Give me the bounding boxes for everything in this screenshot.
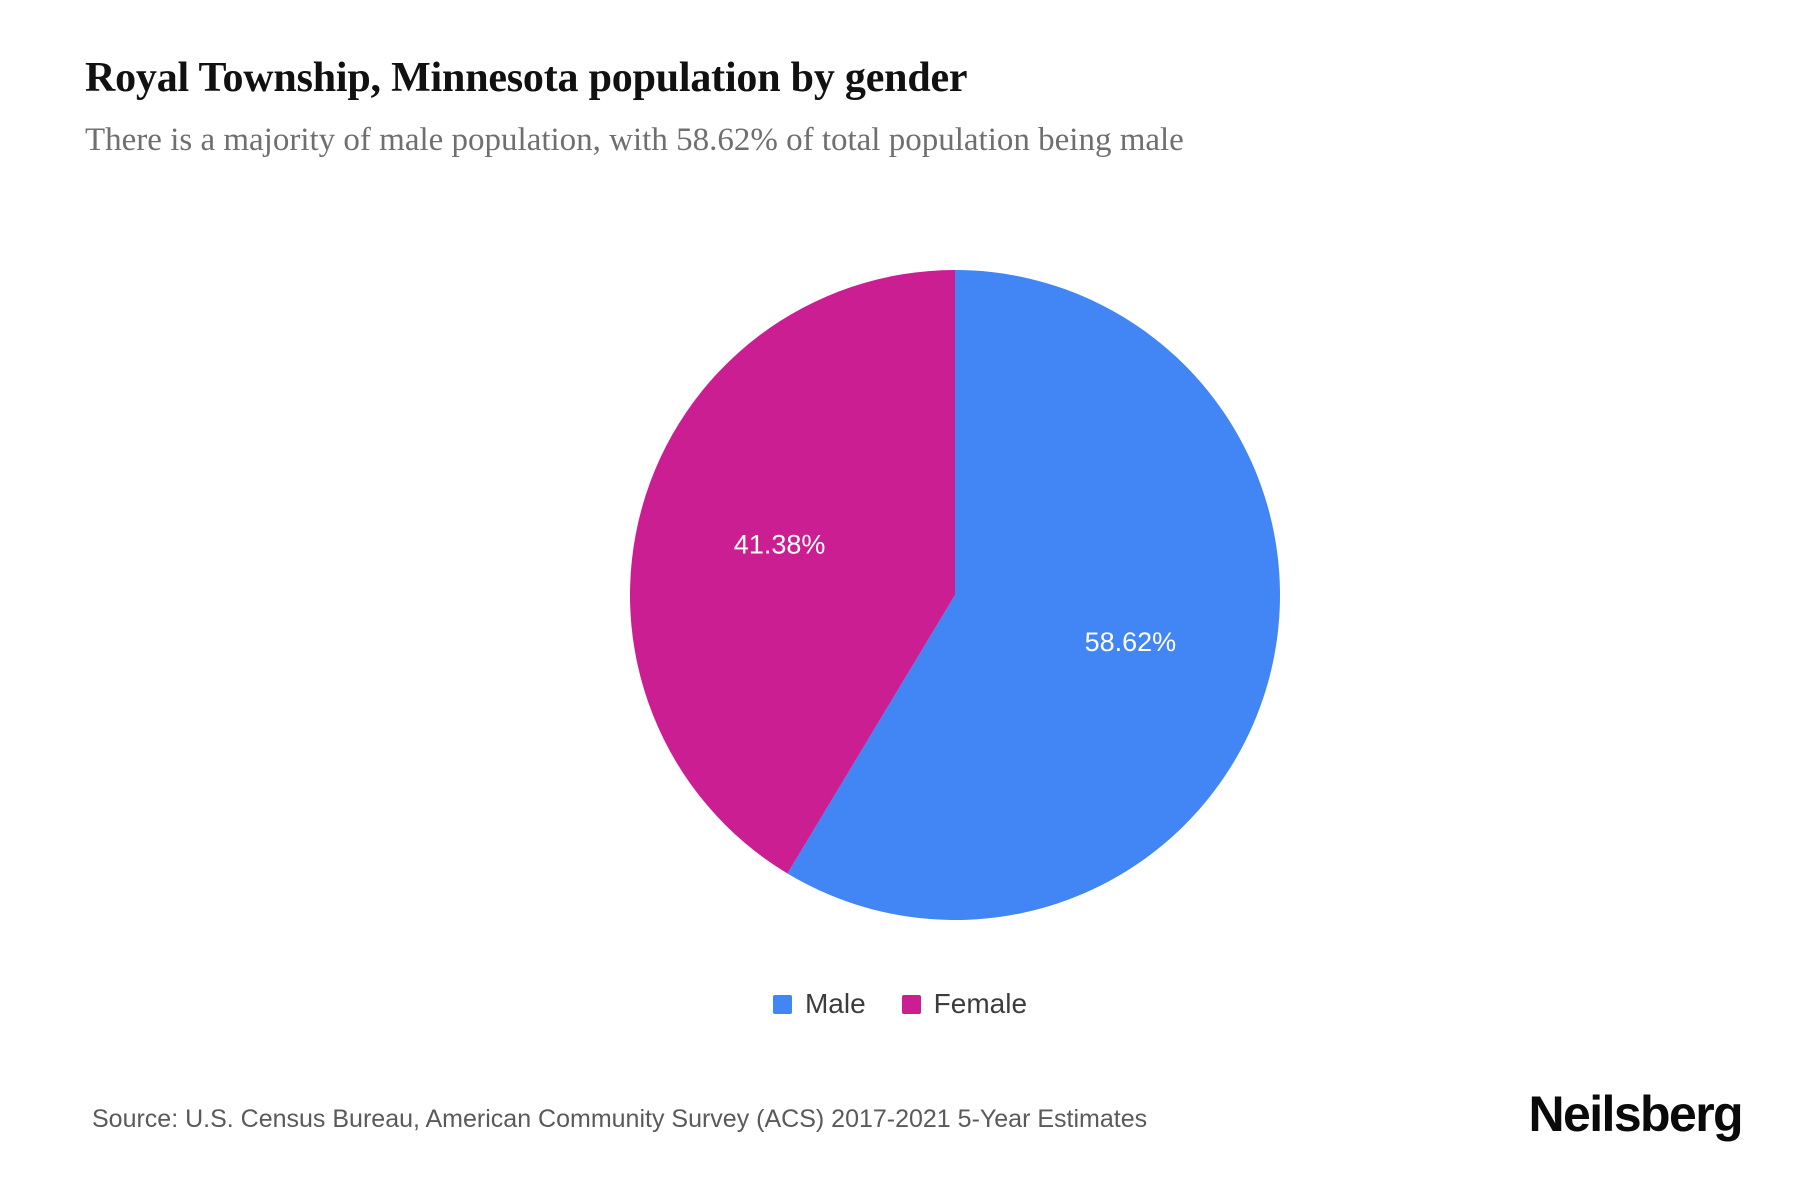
pie-slice-male[interactable] — [787, 270, 1280, 920]
chart-subtitle: There is a majority of male population, … — [85, 122, 1184, 159]
page-title: Royal Township, Minnesota population by … — [85, 55, 968, 101]
chart-legend: Male Female — [0, 990, 1800, 1018]
chart-header: Royal Township, Minnesota population by … — [85, 56, 1725, 158]
legend-swatch-male-icon — [772, 994, 792, 1014]
pie-slice-female[interactable] — [630, 270, 955, 874]
chart-footer: Source: U.S. Census Bureau, American Com… — [0, 1085, 1800, 1165]
source-note: Source: U.S. Census Bureau, American Com… — [92, 1105, 1148, 1133]
legend-item-female[interactable]: Female — [901, 988, 1028, 1019]
brand-logo: Neilsberg — [1528, 1086, 1744, 1142]
legend-label-female: Female — [933, 988, 1028, 1019]
pie-label-male: 58.62% — [1085, 627, 1177, 657]
pie-label-female: 41.38% — [734, 529, 826, 559]
legend-swatch-female-icon — [901, 994, 921, 1014]
chart-plot-area: 41.38% 58.62% — [0, 230, 1800, 970]
legend-label-male: Male — [804, 988, 866, 1019]
legend-item-male[interactable]: Male — [772, 988, 866, 1019]
pie-chart: 41.38% 58.62% — [630, 270, 1280, 920]
